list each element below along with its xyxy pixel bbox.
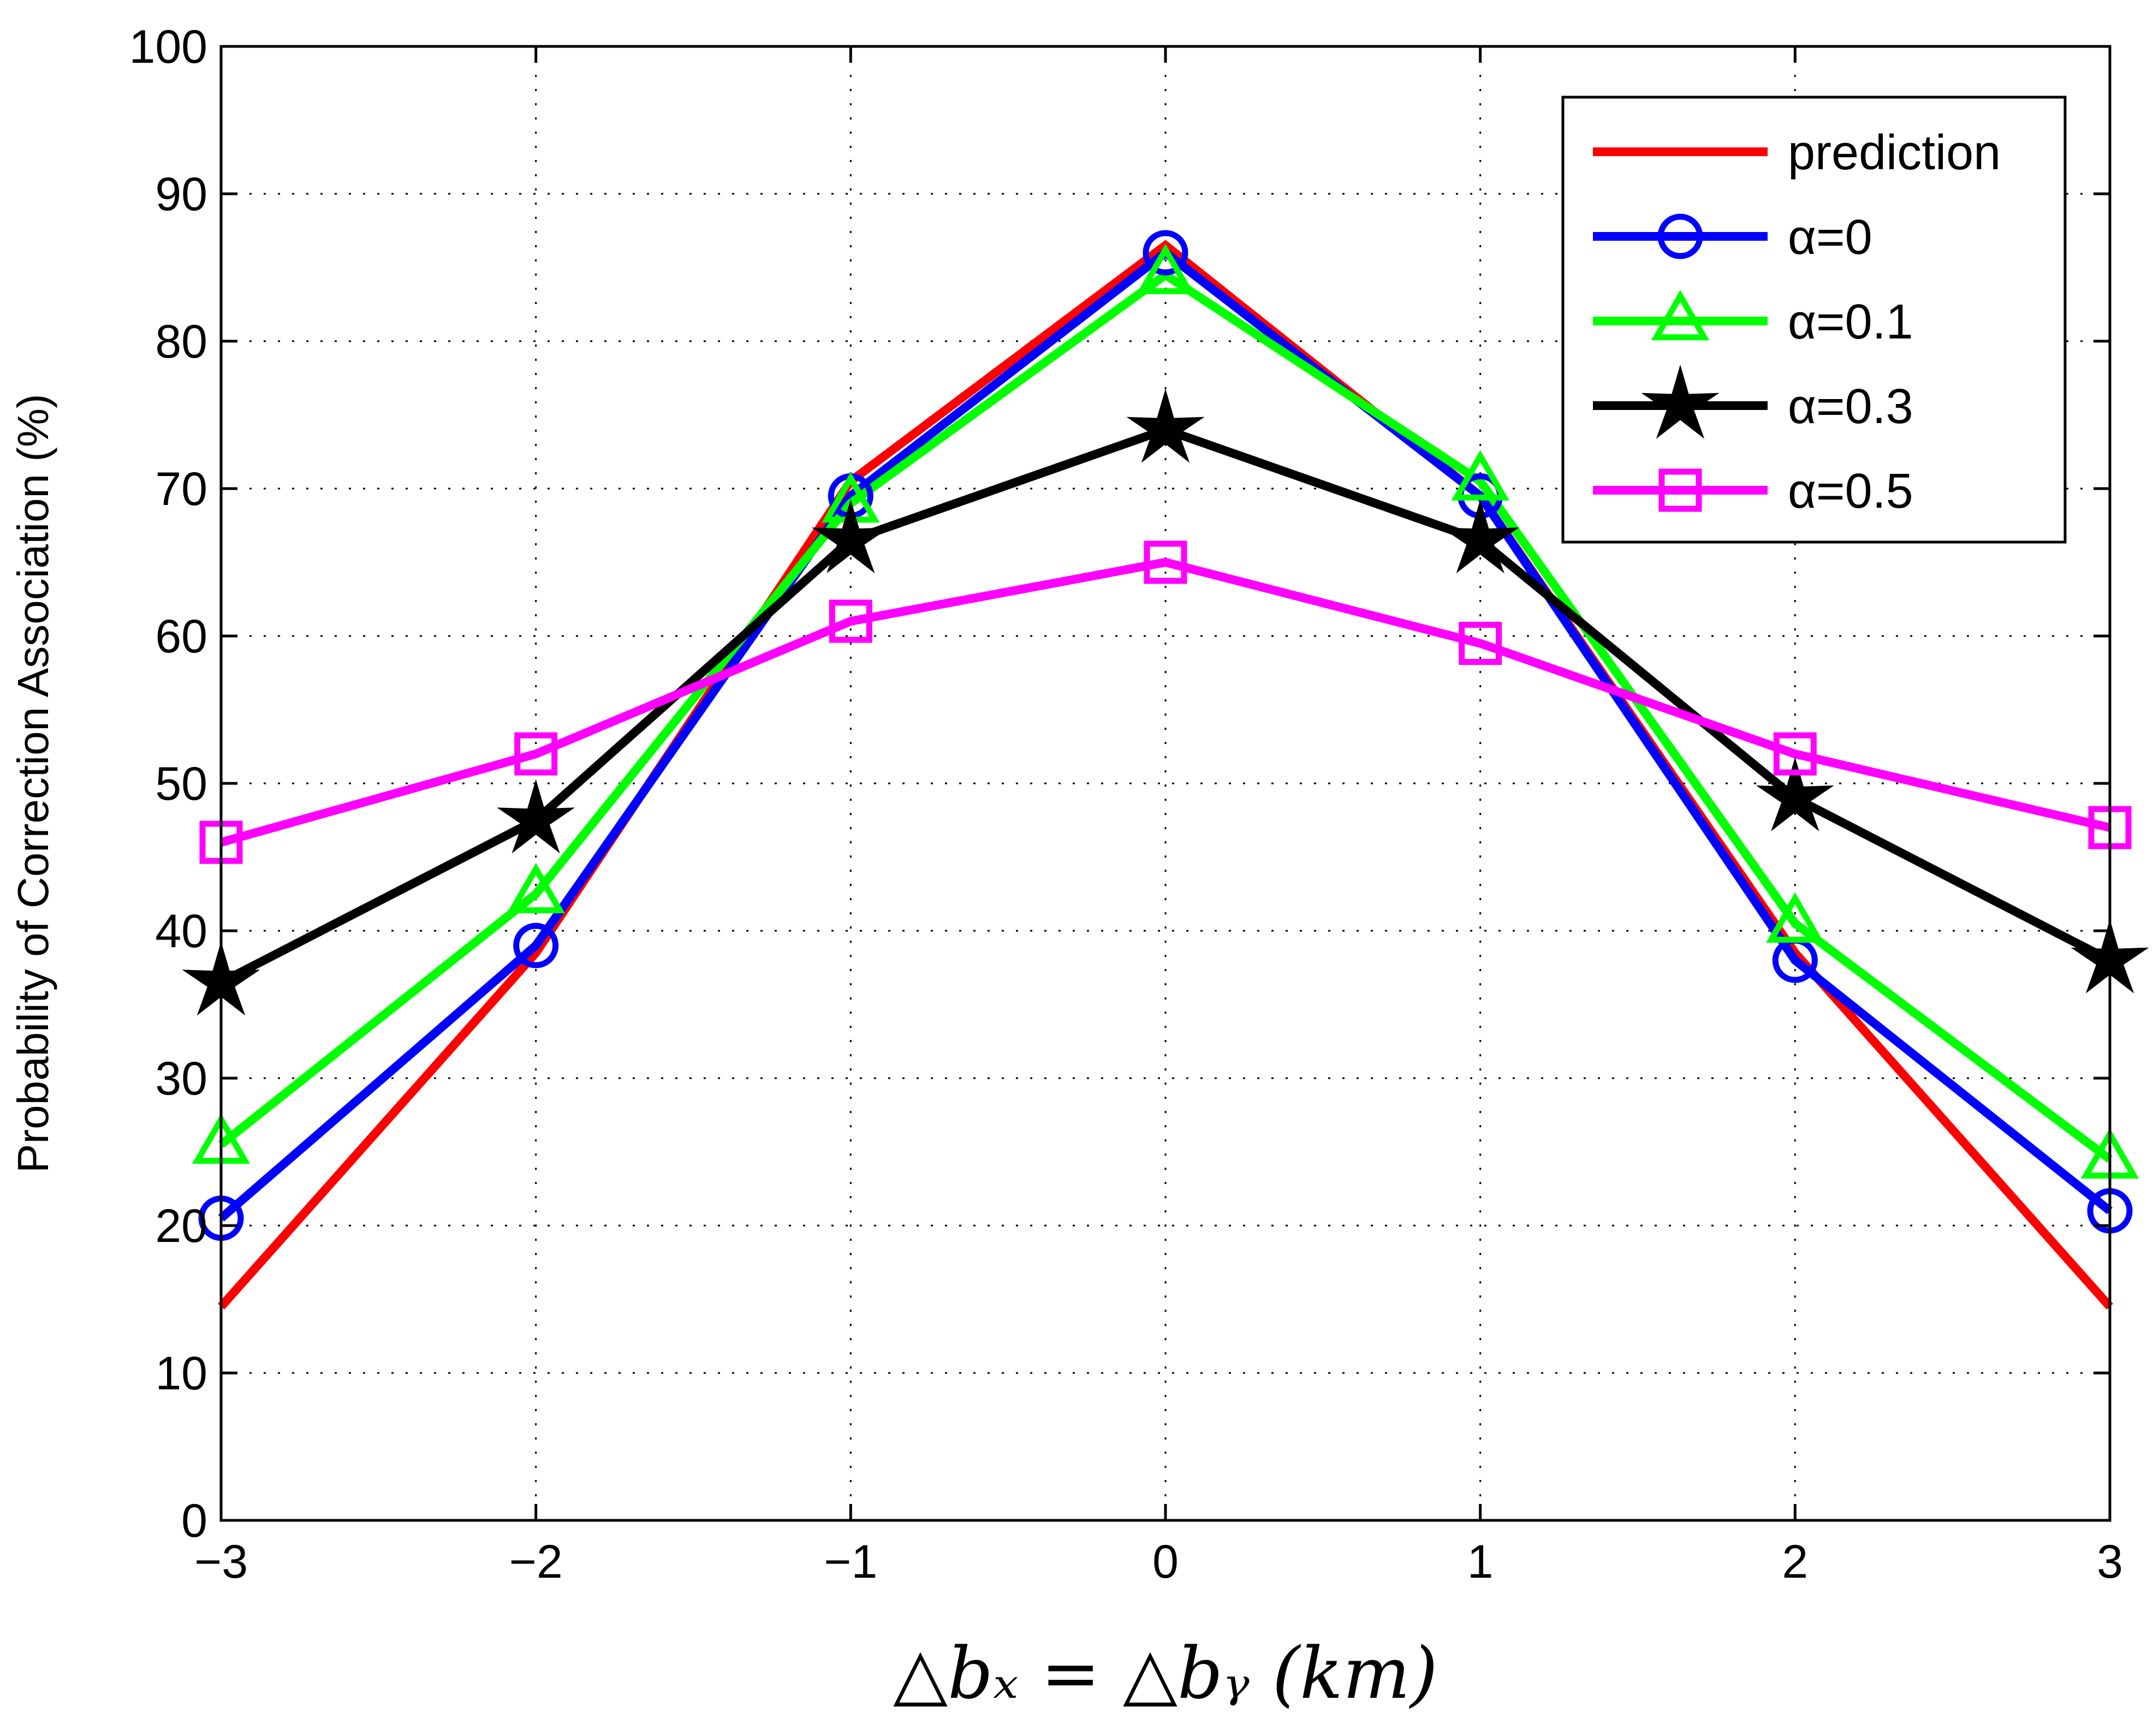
legend-marker-4 [1658,468,1702,512]
y-tick-labels: 0 10 20 30 40 50 60 70 80 90 100 [129,21,208,1547]
series-3-point [497,779,575,854]
y-tick-label: 100 [129,21,208,73]
series-1-point [1143,230,1188,276]
y-axis-label: Probability of Correction Association (%… [9,394,57,1173]
x-tick-label: 1 [1467,1536,1494,1588]
series-4-point [514,732,558,776]
series-2-point [1766,892,1824,943]
legend-marker-2 [1651,289,1710,341]
series-4-point [829,599,872,643]
x-tick-label: 3 [2097,1536,2123,1588]
legend-marker-1 [1657,213,1703,259]
y-tick-label: 80 [155,316,207,368]
legend-label-3: α=0.3 [1788,379,1913,434]
series-2-point [1451,450,1509,501]
legend-label-2: α=0.1 [1788,295,1913,349]
x-tick-label: −3 [194,1536,248,1588]
y-tick-label: 30 [155,1053,207,1105]
x-tick-label: −1 [824,1536,877,1588]
series-2-point [1136,243,1195,294]
series-3-point [1126,388,1205,463]
y-tick-label: 90 [155,168,207,221]
x-tick-labels: −3 −2 −1 0 1 2 3 [194,1536,2123,1588]
legend-marker-3 [1641,364,1720,439]
series-1-point [513,923,559,968]
legend-label-0: prediction [1788,126,2001,180]
legend-label-1: α=0 [1788,210,1872,265]
legend-label-4: α=0.5 [1788,464,1913,519]
legend: prediction α=0 α=0.1 α=0.3 α=0.5 [1561,96,2067,544]
series-line-4 [219,557,2111,847]
x-tick-label: 2 [1782,1536,1808,1588]
series-3-point [1756,757,1834,831]
y-tick-label: 70 [155,463,207,515]
series-4-point [1459,622,1502,665]
series-4-point [1773,732,1817,776]
axis-ticks [219,45,2112,1522]
y-tick-label: 10 [155,1347,207,1400]
series-3-point [1441,499,1520,574]
series-4-point [1144,540,1187,584]
legend-entries: prediction α=0 α=0.1 α=0.3 α=0.5 [1593,126,2001,519]
y-tick-label: 40 [155,905,207,958]
series-3-point [811,499,890,574]
y-tick-label: 0 [181,1495,207,1547]
y-tick-label: 50 [155,758,207,810]
series-2-point [507,863,565,913]
x-axis-label: △bₓ = △bᵧ (km) [893,1632,1438,1715]
y-tick-label: 60 [155,610,207,663]
x-tick-label: 0 [1152,1536,1179,1588]
y-tick-label: 20 [155,1200,207,1252]
x-tick-label: −2 [509,1536,563,1588]
